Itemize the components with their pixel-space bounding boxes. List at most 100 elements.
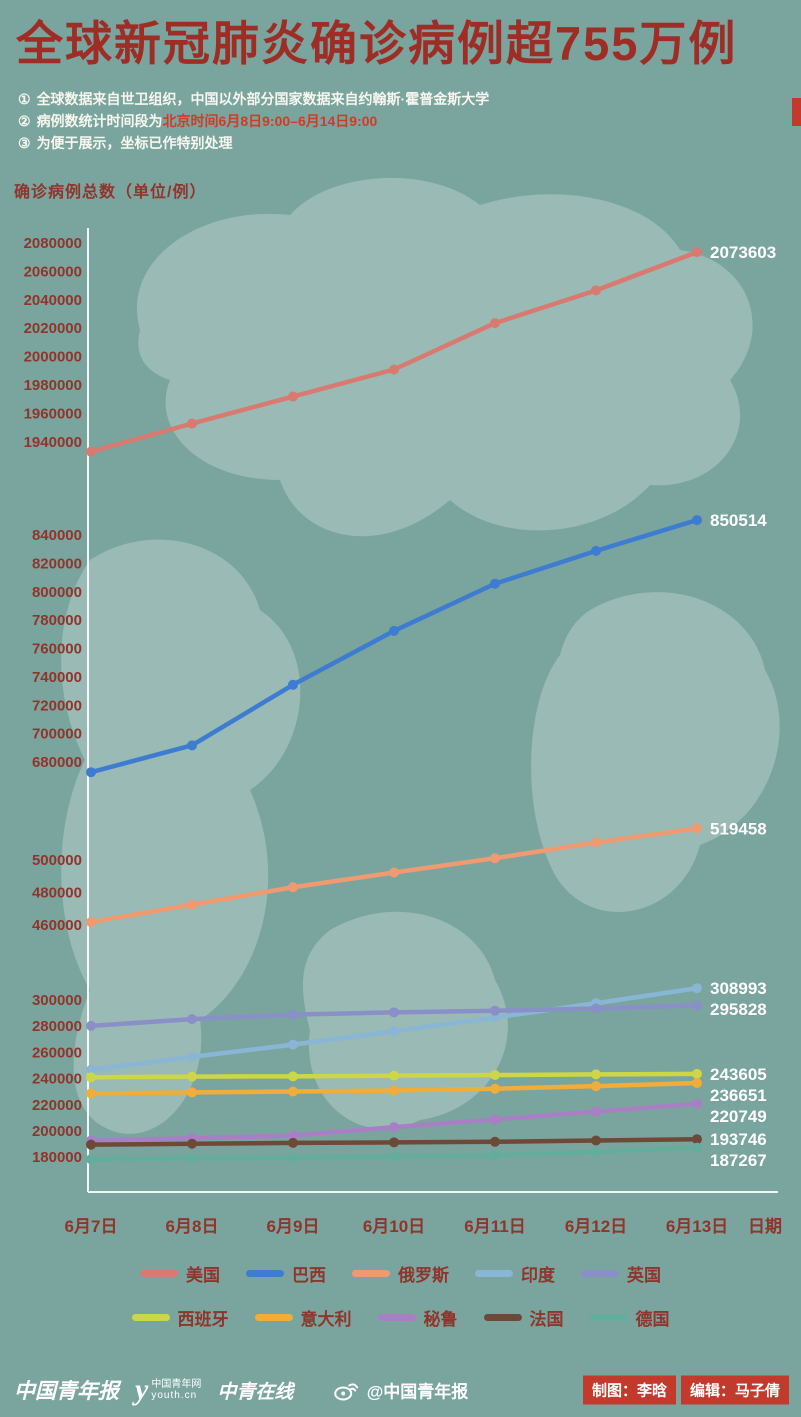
end-value-西班牙: 243605 [710,1065,767,1084]
end-value-德国: 187267 [710,1151,767,1170]
note-marker: ② [18,113,31,129]
note-line-1: ① 全球数据来自世卫组织，中国以外部分国家数据来自约翰斯·霍普金斯大学 [18,88,778,110]
legend-label: 英国 [627,1265,661,1285]
note-text: 全球数据来自世卫组织，中国以外部分国家数据来自约翰斯·霍普金斯大学 [36,91,490,107]
y-tick-label: 720000 [32,697,82,714]
data-point [591,1106,601,1117]
end-value-巴西: 850514 [710,511,767,530]
series-line-巴西 [88,517,700,775]
note-highlight: 北京时间6月8日9:00–6月14日9:00 [162,113,378,129]
data-point [187,1014,197,1025]
y-tick-label: 740000 [32,669,82,686]
data-point [490,1114,500,1125]
data-point [692,983,702,994]
data-point [288,391,298,402]
data-point [692,1000,702,1011]
legend-label: 印度 [521,1265,555,1285]
legend-item-英国: 英国 [581,1261,661,1286]
weibo-handle: @中国青年报 [366,1382,469,1402]
legend-swatch [352,1269,390,1277]
header-red-tab [792,98,801,126]
chart-legend: 美国 巴西 俄罗斯 印度 英国 西班牙 意大利 秘鲁 法国 德国 [0,1258,801,1346]
data-point [288,1130,298,1141]
y-tick-label: 240000 [32,1071,82,1088]
data-point [389,364,399,375]
legend-label: 西班牙 [177,1309,229,1329]
x-axis-name: 日期 [748,1217,782,1236]
data-point [591,1003,601,1014]
legend-item-俄罗斯: 俄罗斯 [352,1261,449,1286]
x-tick-label: 6月9日 [267,1217,320,1236]
data-point [389,1151,399,1162]
x-tick-label: 6月13日 [666,1217,728,1236]
data-point [86,1154,96,1165]
y-tick-label: 480000 [32,885,82,902]
data-point [288,1039,298,1050]
data-point [490,853,500,864]
legend-label: 德国 [635,1309,670,1329]
data-point [86,1072,96,1083]
data-point [490,1083,500,1094]
legend-swatch [254,1313,293,1321]
end-value-印度: 308993 [710,979,767,998]
design-credit: 制图：李晗 [582,1375,676,1405]
y-tick-label: 260000 [32,1044,82,1061]
data-point [288,882,298,893]
data-point [591,285,601,296]
data-point [490,1005,500,1016]
data-point [187,1138,197,1149]
data-point [692,1134,702,1145]
y-tick-label: 760000 [32,641,82,658]
y-tick-label: 2000000 [24,349,82,366]
legend-label: 法国 [529,1309,564,1329]
x-tick-label: 6月7日 [65,1217,118,1236]
legend-item-意大利: 意大利 [254,1305,352,1330]
editor-credit: 编辑：马子倩 [680,1375,789,1405]
data-point [187,1071,197,1082]
legend-item-秘鲁: 秘鲁 [377,1305,458,1330]
y-tick-label: 1940000 [24,434,82,451]
data-point [389,867,399,878]
note-line-2: ② 病例数统计时间段为北京时间6月8日9:00–6月14日9:00 [18,110,778,132]
note-line-3: ③ 为便于展示，坐标已作特别处理 [18,132,778,154]
data-point [86,1020,96,1031]
legend-swatch [483,1313,522,1321]
data-point [591,1069,601,1080]
china-youth-daily-logo: 中国青年报 [14,1379,119,1403]
legend-label: 俄罗斯 [398,1265,449,1285]
y-tick-label: 180000 [32,1149,82,1166]
data-point [692,1068,702,1079]
data-point [389,1137,399,1148]
legend-swatch [377,1313,416,1321]
data-point [187,1051,197,1062]
legend-label: 意大利 [300,1309,352,1329]
legend-row: 西班牙 意大利 秘鲁 法国 德国 [0,1302,801,1332]
data-point [591,545,601,556]
y-tick-label: 2080000 [24,235,82,252]
x-tick-label: 6月10日 [363,1217,425,1236]
data-point [692,823,702,834]
note-marker: ③ [18,135,31,151]
data-point [389,1070,399,1081]
data-point [288,1009,298,1020]
legend-label: 秘鲁 [423,1309,458,1329]
data-point [187,418,197,429]
legend-swatch [140,1269,178,1277]
data-point [692,1098,702,1109]
credits: 制图：李晗 编辑：马子倩 [582,1375,789,1405]
data-point [692,1142,702,1153]
y-tick-label: 1980000 [24,377,82,394]
legend-swatch [131,1313,170,1321]
youth-cn-url: youth.cn [151,1390,198,1401]
data-point [86,1088,96,1099]
data-point [187,899,197,910]
y-tick-label: 460000 [32,917,82,934]
legend-item-巴西: 巴西 [246,1261,326,1286]
legend-swatch [581,1269,619,1277]
data-point [591,1135,601,1146]
x-tick-label: 6月12日 [565,1217,627,1236]
legend-item-法国: 法国 [483,1305,564,1330]
weibo-account: @中国青年报 [333,1378,469,1403]
youth-cn-name: 中国青年网 [151,1378,202,1390]
